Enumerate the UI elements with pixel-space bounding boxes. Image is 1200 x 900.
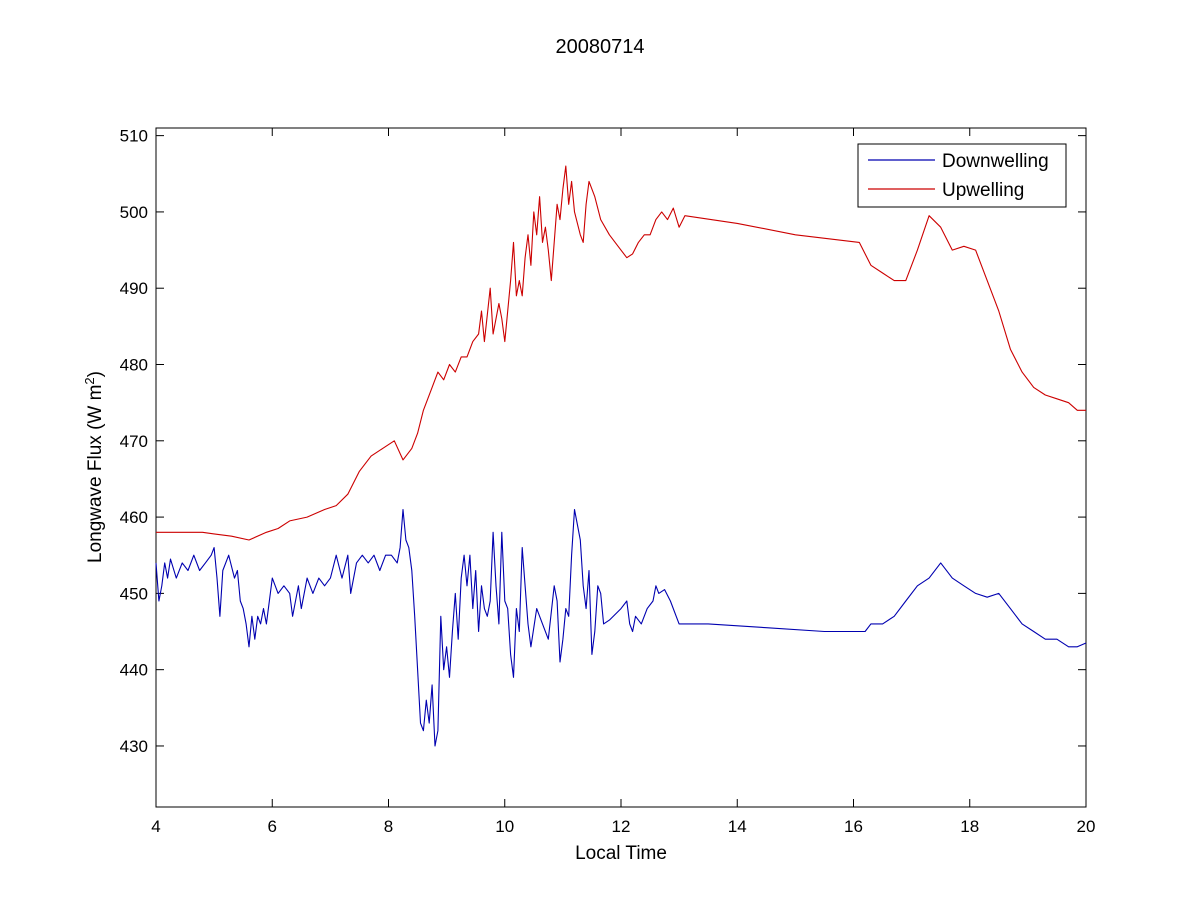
axis-ticks: 4 6 8 10 12 14 16 18 20 430 440 450 460 470 480 490 500 5… xyxy=(120,127,1096,836)
y-tick-label: 440 xyxy=(120,661,148,680)
chart-title: 20080714 xyxy=(556,36,645,58)
legend-box xyxy=(857,143,1067,208)
series-layer xyxy=(155,165,1087,747)
y-tick-label: 490 xyxy=(120,279,148,298)
y-tick-label: 510 xyxy=(120,127,148,146)
y-axis-label-main: Longwave Flux (W m xyxy=(85,385,106,563)
x-tick-label: 10 xyxy=(495,817,514,836)
y-tick-label: 450 xyxy=(120,584,148,603)
x-axis-label: Local Time xyxy=(575,843,667,864)
series-line-downwelling xyxy=(155,508,1087,747)
x-tick-label: 16 xyxy=(844,817,863,836)
axes-frame xyxy=(155,127,1087,808)
x-tick-label: 12 xyxy=(612,817,631,836)
y-axis-label-close: ) xyxy=(85,371,106,377)
y-tick-label: 430 xyxy=(120,737,148,756)
series-line-upwelling xyxy=(156,165,1086,541)
x-tick-label: 6 xyxy=(268,817,277,836)
x-tick-label: 4 xyxy=(151,817,160,836)
y-axis-label: Longwave Flux (W m2) xyxy=(82,371,106,563)
plot-area xyxy=(155,127,1087,808)
legend: Downwelling Upwelling xyxy=(857,143,1067,208)
y-tick-label: 460 xyxy=(120,508,148,527)
x-tick-label: 8 xyxy=(384,817,393,836)
x-tick-label: 18 xyxy=(960,817,979,836)
y-axis-label-superscript: 2 xyxy=(82,377,97,384)
legend-label-downwelling: Downwelling xyxy=(942,151,1049,172)
y-tick-label: 470 xyxy=(120,432,148,451)
x-tick-label: 20 xyxy=(1077,817,1096,836)
y-tick-label: 500 xyxy=(120,203,148,222)
legend-label-upwelling: Upwelling xyxy=(942,180,1024,201)
y-tick-label: 480 xyxy=(120,356,148,375)
x-tick-label: 14 xyxy=(728,817,747,836)
